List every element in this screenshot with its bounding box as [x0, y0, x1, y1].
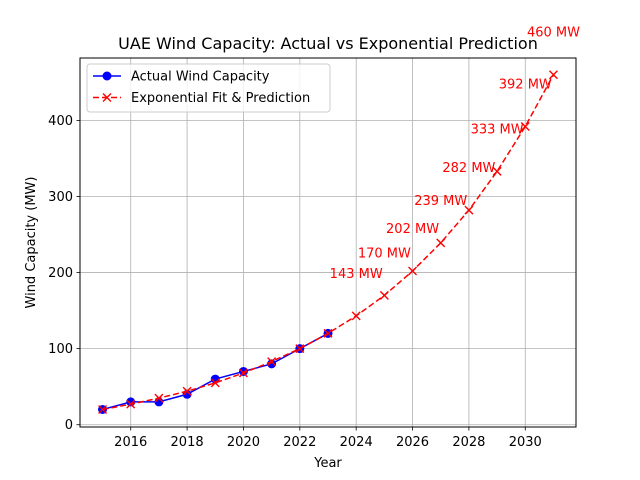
legend-box — [86, 63, 331, 113]
data-point — [492, 166, 502, 176]
y-tick-label: 200 — [48, 266, 73, 281]
data-point — [464, 205, 474, 215]
data-point — [154, 393, 164, 403]
data-label: 282 MW — [442, 161, 495, 176]
data-label: 202 MW — [386, 222, 439, 237]
tick-layer: 2016 2018 2020 2022 2024 2026 2028 2030 0 100 200 3… — [48, 114, 542, 450]
data-label: 239 MW — [414, 194, 467, 209]
annotation-layer: 143 MW 170 MW 202 MW 239 MW 282 MW 333 MW 392 … — [330, 26, 580, 282]
data-point — [238, 366, 248, 376]
legend: Actual Wind Capacity Exponential Fit & Pr… — [86, 63, 331, 113]
data-label: 170 MW — [358, 246, 411, 261]
chart-title: UAE Wind Capacity: Actual vs Exponential… — [118, 34, 538, 53]
data-point — [98, 405, 108, 414]
plot-frame — [79, 57, 577, 428]
data-point — [295, 344, 305, 354]
legend-item: Actual Wind Capacity — [93, 70, 270, 85]
data-point — [238, 368, 248, 378]
data-point — [408, 266, 418, 276]
x-tick-label: 2026 — [396, 435, 429, 450]
data-point — [379, 290, 389, 300]
legend-marker — [102, 71, 112, 81]
y-tick-label: 0 — [65, 418, 73, 433]
legend-label: Actual Wind Capacity — [131, 70, 270, 85]
x-tick-label: 2018 — [171, 435, 204, 450]
data-label: 143 MW — [330, 267, 383, 282]
grid — [80, 58, 576, 427]
data-label: 392 MW — [499, 77, 552, 92]
data-point — [436, 238, 446, 248]
y-tick-label: 100 — [48, 342, 73, 357]
x-tick-label: 2028 — [452, 435, 485, 450]
x-tick-label: 2022 — [283, 435, 316, 450]
data-point — [323, 328, 333, 338]
legend-label: Exponential Fit & Prediction — [131, 91, 310, 106]
data-point — [267, 357, 277, 367]
x-tick-label: 2016 — [114, 435, 147, 450]
y-tick-label: 400 — [48, 114, 73, 129]
x-tick-label: 2024 — [340, 435, 373, 450]
data-point — [351, 311, 361, 321]
data-point — [210, 378, 220, 388]
x-tick-label: 2030 — [509, 435, 542, 450]
legend-item: Exponential Fit & Prediction — [93, 91, 310, 106]
y-axis-label: Wind Capacity (MW) — [24, 177, 39, 309]
data-point — [182, 386, 192, 396]
series-layer — [98, 70, 558, 415]
data-label: 460 MW — [527, 26, 580, 41]
x-tick-label: 2020 — [227, 435, 260, 450]
y-tick-label: 300 — [48, 190, 73, 205]
data-point — [548, 70, 558, 80]
series-prediction — [98, 70, 558, 414]
legend-marker — [102, 93, 112, 102]
data-label: 333 MW — [471, 122, 524, 137]
x-axis-label: Year — [313, 456, 342, 471]
data-point — [520, 121, 530, 131]
data-point — [126, 399, 136, 409]
